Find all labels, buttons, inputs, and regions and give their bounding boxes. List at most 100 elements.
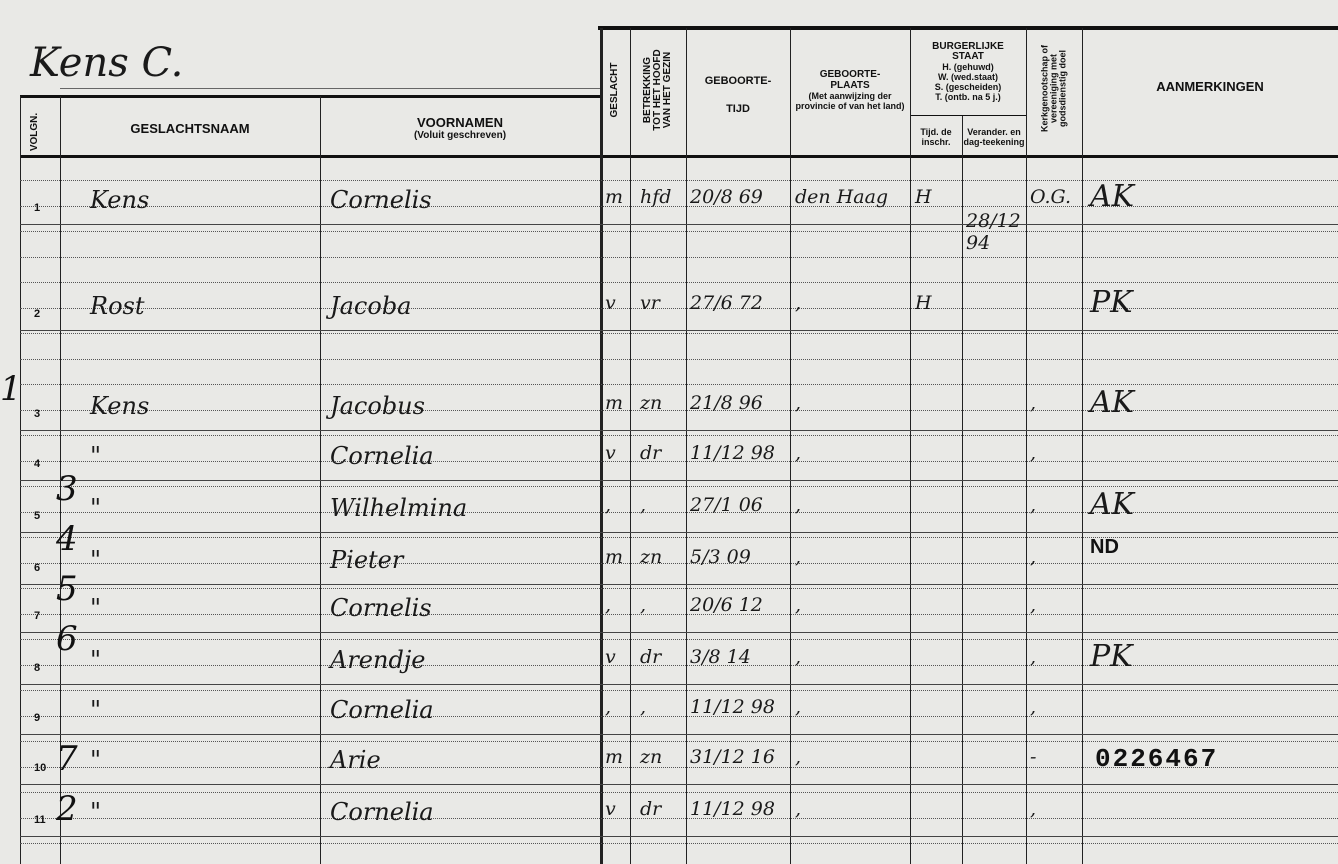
column-rule bbox=[630, 28, 631, 864]
birth-place-cell: , bbox=[795, 442, 802, 464]
surname-cell: " bbox=[90, 494, 102, 522]
header-subtext: (Met aanwijzing der provincie of van het… bbox=[795, 91, 905, 111]
header-burgerlijke-staat: BURGERLIJKE STAAT H. (gehuwd) W. (wed.staat… bbox=[910, 30, 1026, 114]
column-rule bbox=[910, 28, 911, 864]
header-verander: Verander. en dag-teekening bbox=[963, 127, 1025, 147]
civil-change-cell: 28/12 94 bbox=[966, 210, 1021, 254]
margin-note: 6 bbox=[56, 619, 78, 659]
relation-cell: vr bbox=[640, 292, 660, 314]
birth-place-cell: , bbox=[795, 392, 802, 414]
header-top-rule bbox=[598, 26, 1338, 30]
first-name-cell: Jacoba bbox=[330, 292, 412, 320]
row-number: 11 bbox=[34, 814, 46, 826]
first-name-cell: Arendje bbox=[330, 646, 426, 674]
column-rule bbox=[1026, 28, 1027, 864]
row-dotted-line bbox=[20, 563, 1338, 564]
name-underline bbox=[60, 88, 600, 89]
row-dotted-line bbox=[20, 257, 1338, 258]
remark-cell: ND bbox=[1090, 536, 1119, 558]
birth-place-cell: , bbox=[795, 798, 802, 820]
remark-cell: AK bbox=[1090, 487, 1135, 522]
header-kerkgenootschap: Kerkgenootschap of vereeniging met godsdie… bbox=[1040, 39, 1068, 139]
birth-place-cell: , bbox=[795, 494, 802, 516]
sex-cell: m bbox=[605, 746, 624, 768]
household-name: Kens C. bbox=[30, 40, 184, 86]
first-name-cell: Cornelia bbox=[330, 696, 434, 724]
church-cell: , bbox=[1030, 594, 1037, 616]
margin-note: 5 bbox=[56, 569, 78, 609]
header-volgn: VOLGN. bbox=[29, 112, 40, 152]
row-number: 2 bbox=[34, 308, 41, 320]
birth-date-cell: 20/6 12 bbox=[690, 594, 763, 616]
row-number: 8 bbox=[34, 662, 41, 674]
church-cell: , bbox=[1030, 646, 1037, 668]
row-dotted-line bbox=[20, 639, 1338, 640]
church-cell: , bbox=[1030, 392, 1037, 414]
row-dotted-line bbox=[20, 818, 1338, 819]
row-dotted-line bbox=[20, 741, 1338, 742]
row-rule bbox=[20, 836, 1338, 837]
relation-cell: zn bbox=[640, 746, 663, 768]
header-tijd-inschr: Tijd. de inschr. bbox=[920, 127, 952, 147]
header-betrekking: BETREKKING TOT HET HOOFD VAN HET GEZIN bbox=[642, 45, 673, 135]
header-text: STAAT bbox=[952, 51, 984, 62]
header-aanmerkingen: AANMERKINGEN bbox=[1156, 79, 1264, 94]
header-text: TIJD bbox=[726, 102, 750, 115]
header-text: VOORNAMEN bbox=[417, 115, 503, 130]
row-number: 5 bbox=[34, 510, 41, 522]
row-rule bbox=[20, 330, 1338, 331]
header-text: godsdienstig doel bbox=[1057, 50, 1068, 128]
row-rule bbox=[20, 584, 1338, 585]
remark-cell: AK bbox=[1090, 179, 1135, 214]
birth-date-cell: 11/12 98 bbox=[690, 696, 775, 718]
row-dotted-line bbox=[20, 410, 1338, 411]
header-geslacht: GESLACHT bbox=[609, 62, 620, 118]
birth-date-cell: 21/8 96 bbox=[690, 392, 763, 414]
row-rule bbox=[20, 632, 1338, 633]
row-rule bbox=[20, 784, 1338, 785]
row-number: 6 bbox=[34, 562, 41, 574]
birth-place-cell: , bbox=[795, 696, 802, 718]
header-text: GEBOORTE- bbox=[704, 74, 772, 87]
row-number: 9 bbox=[34, 712, 41, 724]
sex-cell: , bbox=[605, 494, 612, 516]
sex-cell: , bbox=[605, 594, 612, 616]
header-top-rule bbox=[20, 95, 600, 98]
subheader-rule bbox=[910, 115, 1026, 116]
surname-cell: Kens bbox=[90, 392, 150, 420]
birth-date-cell: 27/1 06 bbox=[690, 494, 763, 516]
sex-cell: , bbox=[605, 696, 612, 718]
birth-date-cell: 11/12 98 bbox=[690, 442, 775, 464]
sex-cell: v bbox=[605, 292, 616, 314]
row-dotted-line bbox=[20, 461, 1338, 462]
row-number: 4 bbox=[34, 458, 41, 470]
header-text: BURGERLIJKE bbox=[932, 41, 1004, 52]
row-dotted-line bbox=[20, 231, 1338, 232]
header-text: GEBOORTE- bbox=[819, 69, 881, 80]
birth-place-cell: den Haag bbox=[795, 186, 889, 208]
first-name-cell: Cornelis bbox=[330, 186, 432, 214]
sex-cell: m bbox=[605, 392, 624, 414]
first-name-cell: Cornelia bbox=[330, 442, 434, 470]
birth-place-cell: , bbox=[795, 292, 802, 314]
header-text: PLAATS bbox=[830, 80, 870, 91]
surname-cell: " bbox=[90, 546, 102, 574]
header-geboortetijd: GEBOORTE- TIJD bbox=[686, 32, 790, 157]
remark-cell: AK bbox=[1090, 385, 1135, 420]
relation-cell: dr bbox=[640, 442, 662, 464]
church-cell: , bbox=[1030, 494, 1037, 516]
margin-note: 2 bbox=[56, 789, 78, 829]
row-dotted-line bbox=[20, 588, 1338, 589]
relation-cell: dr bbox=[640, 646, 662, 668]
surname-cell: " bbox=[90, 646, 102, 674]
row-dotted-line bbox=[20, 512, 1338, 513]
sex-cell: m bbox=[605, 546, 624, 568]
relation-cell: , bbox=[640, 696, 647, 718]
first-name-cell: Arie bbox=[330, 746, 381, 774]
header-text: GESLACHTSNAAM bbox=[130, 120, 250, 136]
church-cell: , bbox=[1030, 696, 1037, 718]
row-dotted-line bbox=[20, 665, 1338, 666]
church-cell: O.G. bbox=[1030, 186, 1072, 208]
surname-cell: " bbox=[90, 798, 102, 826]
row-dotted-line bbox=[20, 384, 1338, 385]
